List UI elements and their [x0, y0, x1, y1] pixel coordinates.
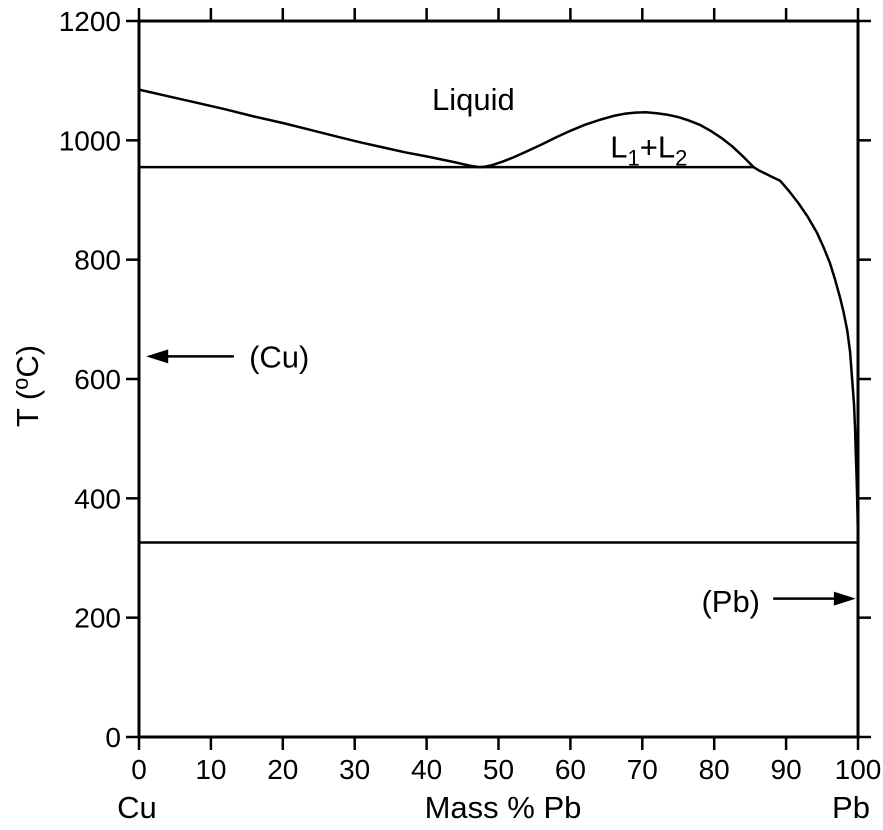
x-tick-label: 60	[555, 754, 586, 785]
pb-phase-arrow-head	[833, 591, 856, 606]
x-tick-label: 10	[195, 754, 226, 785]
x-tick-label: 20	[267, 754, 298, 785]
pb-phase-label: (Pb)	[701, 584, 760, 619]
plot-border	[137, 19, 860, 739]
y-tick-label: 800	[74, 245, 121, 276]
y-tick-label: 1200	[59, 6, 121, 37]
plot-frame	[137, 19, 860, 739]
x-tick-label: 0	[131, 754, 147, 785]
axis-titles: Mass % Pb Cu Pb T (oC)	[8, 345, 870, 825]
y-axis-title: T (oC)	[8, 345, 45, 427]
x-tick-label: 70	[627, 754, 658, 785]
l1-l2-region-label: L1+L2	[610, 129, 687, 170]
x-tick-label: 90	[771, 754, 802, 785]
x-axis-left-element-label: Cu	[117, 790, 157, 825]
x-tick-label: 80	[699, 754, 730, 785]
axis-tick-labels: 0 10 20 30 40 50 60 70 80 90 100020040060080010001…	[59, 6, 882, 785]
x-tick-label: 50	[483, 754, 514, 785]
annotations: Liquid L1+L2 (Cu) (Pb)	[146, 82, 856, 619]
x-axis-title: Mass % Pb	[425, 790, 582, 825]
axis-ticks	[126, 8, 871, 750]
x-tick-label: 100	[835, 754, 882, 785]
liquidus-curve	[137, 88, 860, 543]
y-tick-label: 1000	[59, 125, 121, 156]
y-tick-label: 0	[105, 722, 121, 753]
cu-phase-arrow-head	[146, 349, 169, 364]
x-tick-label: 40	[411, 754, 442, 785]
x-axis-right-element-label: Pb	[832, 790, 870, 825]
y-tick-label: 600	[74, 364, 121, 395]
x-tick-label: 30	[339, 754, 370, 785]
y-tick-label: 400	[74, 483, 121, 514]
liquid-region-label: Liquid	[432, 82, 515, 117]
cu-phase-label: (Cu)	[249, 339, 309, 374]
y-tick-label: 200	[74, 603, 121, 634]
phase-boundaries	[137, 88, 860, 544]
